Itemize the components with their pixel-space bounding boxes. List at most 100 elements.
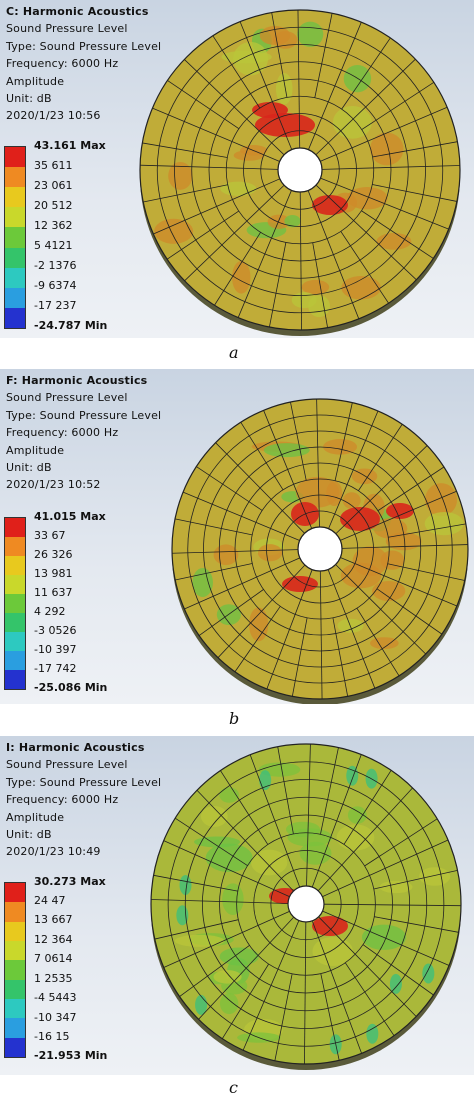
result-line: Amplitude [6,443,65,457]
result-line: Unit: dB [6,828,52,842]
hotspot-patch [252,102,288,118]
center-hole [277,147,323,193]
legend-swatch [5,650,25,670]
field-patch [372,581,406,601]
field-patch [323,439,358,455]
hotspot-patch [312,195,348,215]
caption-b: b [229,709,240,728]
legend-label: -16 15 [34,1030,70,1043]
field-patch [267,214,291,229]
mesh-spoke [151,899,289,904]
mesh-spoke [345,962,395,1036]
field-patch [342,492,361,509]
field-patch [219,947,259,966]
mesh-spoke [341,544,468,549]
legend-label: 33 67 [34,529,66,542]
mesh-spoke [196,466,263,511]
mesh-spoke [198,917,294,1020]
mesh-spoke [220,770,269,845]
field-patch [389,973,402,994]
mesh-spoke [271,12,288,98]
legend-swatch [5,518,25,537]
mesh-spoke [277,746,294,834]
caption-a: a [229,343,239,362]
legend-color-bar [4,517,26,690]
mesh-ring [167,761,445,1047]
mesh-spoke [320,747,339,835]
legend-min-label: -25.086 Min [34,681,108,694]
result-header: C: Harmonic Acoustics Sound Pressure Lev… [6,3,161,125]
mesh-spoke [184,557,300,610]
legend-swatch [5,631,25,651]
field-patch [232,260,251,294]
field-patch [366,1023,379,1044]
field-patch [286,821,321,837]
mesh-spoke [307,190,360,319]
result-line: Unit: dB [6,92,52,106]
mesh-spoke [297,10,301,149]
legend-swatch [5,998,25,1019]
mesh-spoke [318,916,417,1017]
legend-swatch [5,612,25,632]
mesh-spoke [196,790,294,892]
mesh-spoke [327,569,376,689]
legend-swatch [5,979,25,999]
result-line: Amplitude [6,810,65,824]
hotspot-patch [386,503,414,519]
result-line: Type: Sound Pressure Level [6,408,162,422]
legend-label: 23 061 [34,179,73,192]
result-line: 2020/1/23 10:52 [6,478,101,492]
mesh-spoke [320,177,449,230]
mesh-ring [203,430,437,668]
mesh-spoke [322,910,450,966]
mesh-spoke [372,184,457,202]
mesh-spoke [215,442,305,534]
result-line: Sound Pressure Level [6,758,128,772]
field-patch [425,483,458,517]
disc-mesh-plot [150,743,462,1070]
mesh-spoke [315,184,417,281]
mesh-spoke [321,165,460,170]
legend-label: 12 364 [34,933,73,946]
mesh-spoke [175,563,253,581]
legend-swatch [5,593,25,613]
result-line: Type: Sound Pressure Level [6,39,162,53]
mesh-spoke [323,903,461,907]
panel-a: C: Harmonic Acoustics Sound Pressure Lev… [0,0,474,338]
mesh-spoke [343,770,392,845]
legend-color-bar [4,882,26,1058]
legend-swatch [5,307,25,328]
center-hole [297,526,343,572]
mesh-spoke [291,617,308,697]
legend-swatch [5,207,25,228]
mesh-spoke [356,608,400,677]
legend-swatch [5,574,25,594]
legend-label: -4 5443 [34,991,77,1004]
mesh-ring [250,478,390,620]
field-patch [297,21,324,47]
mesh-spoke [269,242,287,328]
mesh-spoke [140,164,279,170]
result-title: C: Harmonic Acoustics [6,5,149,18]
mesh-spoke [237,190,292,318]
field-patch [284,214,301,228]
mesh-spoke [154,919,239,940]
field-patch [179,874,192,895]
field-patch [219,993,239,1015]
mesh-spoke [376,588,443,635]
mesh-spoke [184,59,285,156]
legend-swatch [5,227,25,248]
field-patch [422,963,435,984]
field-patch [424,511,464,536]
field-patch [233,41,269,76]
mesh-spoke [361,210,434,259]
result-header: F: Harmonic Acoustics Sound Pressure Lev… [6,372,161,494]
legend-swatch [5,960,25,980]
mesh-spoke [217,564,306,658]
field-patch [312,936,354,966]
legend-swatch [5,669,25,689]
legend-label: -9 6374 [34,279,77,292]
disc-mesh-plot [139,9,461,336]
mesh-ring [191,61,409,279]
mesh-spoke [152,107,280,162]
